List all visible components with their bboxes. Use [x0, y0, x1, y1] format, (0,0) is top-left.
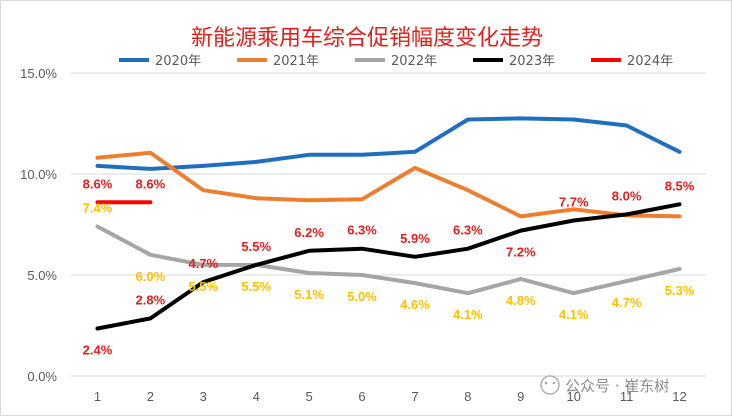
- data-label-2023: 6.3%: [453, 223, 483, 238]
- series-lines: [95, 116, 682, 331]
- y-tick-label: 10.0%: [20, 167, 57, 182]
- data-label-2024: 8.6%: [83, 176, 113, 191]
- legend-label: 2020年: [155, 54, 201, 69]
- legend: 2020年 2021年 2022年 2023年 2024年: [119, 54, 673, 69]
- series-line-2020: [95, 116, 682, 171]
- x-tick-label: 1: [94, 389, 101, 404]
- y-tick-label: 5.0%: [27, 268, 57, 283]
- x-tick-label: 2: [147, 389, 154, 404]
- data-label-2023: 5.9%: [400, 231, 430, 246]
- data-label-2022: 4.7%: [612, 295, 642, 310]
- data-label-2023: 8.0%: [612, 188, 642, 203]
- data-label-2022: 7.4%: [83, 201, 113, 216]
- x-axis-ticks: 1 2 3 4 5 6 7 8 9 10 11 12: [94, 389, 687, 404]
- x-tick-label: 6: [358, 389, 365, 404]
- data-label-2022: 4.8%: [506, 293, 536, 308]
- watermark: 公众号 · 崔东树: [540, 375, 669, 395]
- data-label-2023: 7.2%: [506, 245, 536, 260]
- series-line-2021: [95, 150, 682, 219]
- wechat-icon: [540, 375, 560, 395]
- data-label-2023: 6.3%: [347, 223, 377, 238]
- legend-label: 2021年: [273, 54, 319, 69]
- x-tick-label: 8: [464, 389, 471, 404]
- data-label-2022: 4.6%: [400, 297, 430, 312]
- legend-label: 2022年: [391, 54, 437, 69]
- data-label-2023: 2.4%: [83, 343, 113, 358]
- watermark-text: 公众号 · 崔东树: [565, 377, 669, 395]
- x-tick-label: 11: [620, 389, 634, 404]
- x-tick-label: 12: [672, 389, 686, 404]
- x-tick-label: 4: [253, 389, 260, 404]
- data-label-2023: 8.5%: [665, 178, 695, 193]
- x-tick-label: 10: [566, 389, 580, 404]
- y-tick-label: 0.0%: [27, 369, 57, 384]
- y-tick-label: 15.0%: [20, 66, 57, 81]
- data-label-2022: 4.1%: [453, 307, 483, 322]
- gridlines: [71, 72, 706, 377]
- x-tick-label: 9: [517, 389, 524, 404]
- wechat-icon-eye-right: [552, 381, 556, 385]
- legend-label: 2023年: [509, 54, 555, 69]
- x-tick-label: 5: [306, 389, 313, 404]
- data-label-2022: 5.5%: [188, 279, 218, 294]
- data-label-2022: 5.0%: [347, 289, 377, 304]
- data-label-2023: 5.5%: [241, 239, 271, 254]
- series-line-2023: [95, 202, 682, 331]
- x-tick-label: 7: [411, 389, 418, 404]
- data-label-2022: 5.5%: [241, 279, 271, 294]
- y-axis-ticks: 0.0% 5.0% 10.0% 15.0%: [20, 66, 57, 384]
- legend-label: 2024年: [627, 54, 673, 69]
- data-label-2023: 2.8%: [136, 292, 166, 307]
- data-label-2022: 5.3%: [665, 283, 695, 298]
- series-line-2022: [95, 224, 682, 296]
- wechat-icon-eye-left: [544, 381, 548, 385]
- data-label-2023: 7.7%: [559, 194, 589, 209]
- data-label-2023: 6.2%: [294, 225, 324, 240]
- x-tick-label: 3: [200, 389, 207, 404]
- data-label-2022: 6.0%: [136, 269, 166, 284]
- data-label-2022: 5.1%: [294, 287, 324, 302]
- data-label-2023: 4.7%: [188, 256, 218, 271]
- data-labels: 7.4% 6.0% 5.5% 5.5% 5.1% 5.0% 4.6% 4.1% 4.8% 4.1%…: [83, 176, 695, 357]
- data-label-2022: 4.1%: [559, 307, 589, 322]
- chart-title: 新能源乘用车综合促销幅度变化走势: [191, 26, 543, 51]
- data-label-2024: 8.6%: [136, 176, 166, 191]
